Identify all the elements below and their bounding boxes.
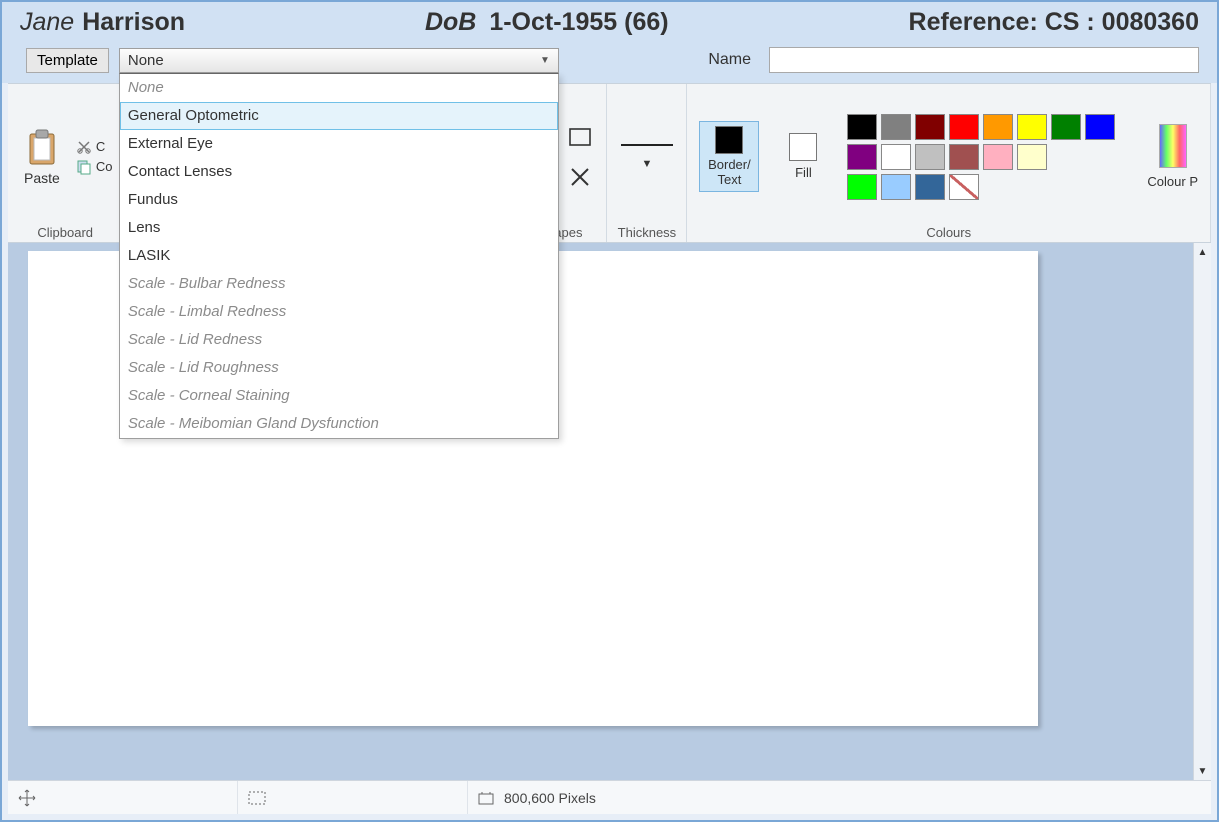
dropdown-item: Scale - Limbal Redness (120, 298, 558, 326)
clipboard-group-label: Clipboard (16, 223, 114, 240)
colour-swatch[interactable] (983, 114, 1013, 140)
dropdown-item[interactable]: Contact Lenses (120, 158, 558, 186)
colours-group-label: Colours (695, 223, 1202, 240)
dob-value: 1-Oct-1955 (66) (489, 8, 668, 36)
thickness-group-label: Thickness (615, 223, 678, 240)
template-dropdown-selected: None (128, 52, 164, 69)
thickness-selector[interactable]: ▼ (611, 144, 683, 170)
dropdown-item: Scale - Lid Redness (120, 326, 558, 354)
colour-wheel-icon (1159, 124, 1187, 168)
scroll-up-arrow[interactable]: ▲ (1194, 243, 1211, 261)
copy-button[interactable]: Co (74, 158, 115, 176)
border-text-mode[interactable]: Border/ Text (699, 121, 759, 193)
colour-picker-label: Colour P (1147, 174, 1198, 189)
palette-row-2 (847, 144, 1115, 170)
dropdown-item[interactable]: General Optometric (120, 102, 558, 130)
paste-label: Paste (24, 170, 60, 186)
colour-swatch[interactable] (881, 144, 911, 170)
template-dropdown-menu: NoneGeneral OptometricExternal EyeContac… (119, 73, 559, 439)
patient-reference: Reference: CS : 0080360 (909, 8, 1199, 37)
colour-swatch[interactable] (881, 174, 911, 200)
template-button[interactable]: Template (26, 48, 109, 73)
selection-icon (248, 791, 266, 805)
patient-first-name: Jane (20, 8, 74, 37)
colour-swatch[interactable] (949, 144, 979, 170)
fill-label: Fill (795, 165, 812, 180)
border-colour-swatch (715, 126, 743, 154)
dropdown-item: Scale - Corneal Staining (120, 382, 558, 410)
dimensions-icon (478, 791, 496, 805)
status-bar: 800,600 Pixels (8, 780, 1211, 814)
colour-picker-button[interactable]: Colour P (1143, 124, 1202, 189)
colour-swatch[interactable] (983, 144, 1013, 170)
patient-header: Jane Harrison DoB 1-Oct-1955 (66) Refere… (2, 2, 1217, 41)
no-colour-swatch[interactable] (949, 174, 979, 200)
dob-label: DoB (425, 8, 476, 36)
fill-mode[interactable]: Fill (773, 128, 833, 185)
vertical-scrollbar[interactable]: ▲ ▼ (1193, 243, 1211, 780)
colour-swatch[interactable] (915, 114, 945, 140)
copy-label: Co (96, 159, 113, 174)
colour-swatch[interactable] (1085, 114, 1115, 140)
dropdown-item[interactable]: Lens (120, 214, 558, 242)
thickness-preview (621, 144, 673, 146)
move-cursor-icon (18, 789, 36, 807)
colour-swatch[interactable] (949, 114, 979, 140)
colour-swatch[interactable] (915, 174, 945, 200)
status-cell-selection (238, 781, 468, 814)
chevron-down-icon: ▼ (540, 55, 550, 66)
colour-swatch[interactable] (1051, 114, 1081, 140)
copy-icon (76, 159, 92, 175)
ribbon-group-colours: Border/ Text Fill Colour P Colours (687, 84, 1211, 242)
status-cell-move (8, 781, 238, 814)
fill-colour-swatch (789, 133, 817, 161)
clipboard-icon (25, 128, 59, 168)
dropdown-item: Scale - Meibomian Gland Dysfunction (120, 410, 558, 438)
dropdown-item: None (120, 74, 558, 102)
ribbon-group-thickness: ▼ Thickness (607, 84, 687, 242)
dropdown-item: Scale - Lid Roughness (120, 354, 558, 382)
dropdown-item[interactable]: Fundus (120, 186, 558, 214)
dropdown-item[interactable]: LASIK (120, 242, 558, 270)
colour-swatch[interactable] (1017, 144, 1047, 170)
dropdown-item: Scale - Bulbar Redness (120, 270, 558, 298)
colour-swatch[interactable] (881, 114, 911, 140)
ribbon-group-clipboard: Paste C Co Clipboard (8, 84, 123, 242)
cut-label: C (96, 139, 105, 154)
name-label: Name (708, 51, 751, 69)
dimensions-label: 800,600 Pixels (504, 790, 596, 806)
shape-cross[interactable] (562, 159, 598, 195)
template-dropdown-button[interactable]: None ▼ (119, 48, 559, 73)
palette-row-1 (847, 114, 1115, 140)
app-window: Jane Harrison DoB 1-Oct-1955 (66) Refere… (0, 0, 1219, 822)
border-text-label: Border/ Text (708, 158, 751, 188)
colour-swatch[interactable] (847, 144, 877, 170)
paste-button[interactable]: Paste (16, 124, 68, 190)
scroll-down-arrow[interactable]: ▼ (1194, 762, 1211, 780)
chevron-down-icon: ▼ (641, 158, 652, 170)
status-cell-dimensions: 800,600 Pixels (468, 781, 1211, 814)
colour-swatch[interactable] (915, 144, 945, 170)
colour-swatch[interactable] (847, 174, 877, 200)
scissors-icon (76, 139, 92, 155)
colour-swatch[interactable] (1017, 114, 1047, 140)
palette-row-3 (847, 174, 1115, 200)
name-input[interactable] (769, 47, 1199, 73)
shape-rectangle[interactable] (562, 119, 598, 155)
patient-last-name: Harrison (82, 8, 185, 37)
template-dropdown[interactable]: None ▼ NoneGeneral OptometricExternal Ey… (119, 48, 559, 73)
template-row: Template None ▼ NoneGeneral OptometricEx… (2, 41, 1217, 83)
cut-button[interactable]: C (74, 138, 115, 156)
dropdown-item[interactable]: External Eye (120, 130, 558, 158)
colour-swatch[interactable] (847, 114, 877, 140)
